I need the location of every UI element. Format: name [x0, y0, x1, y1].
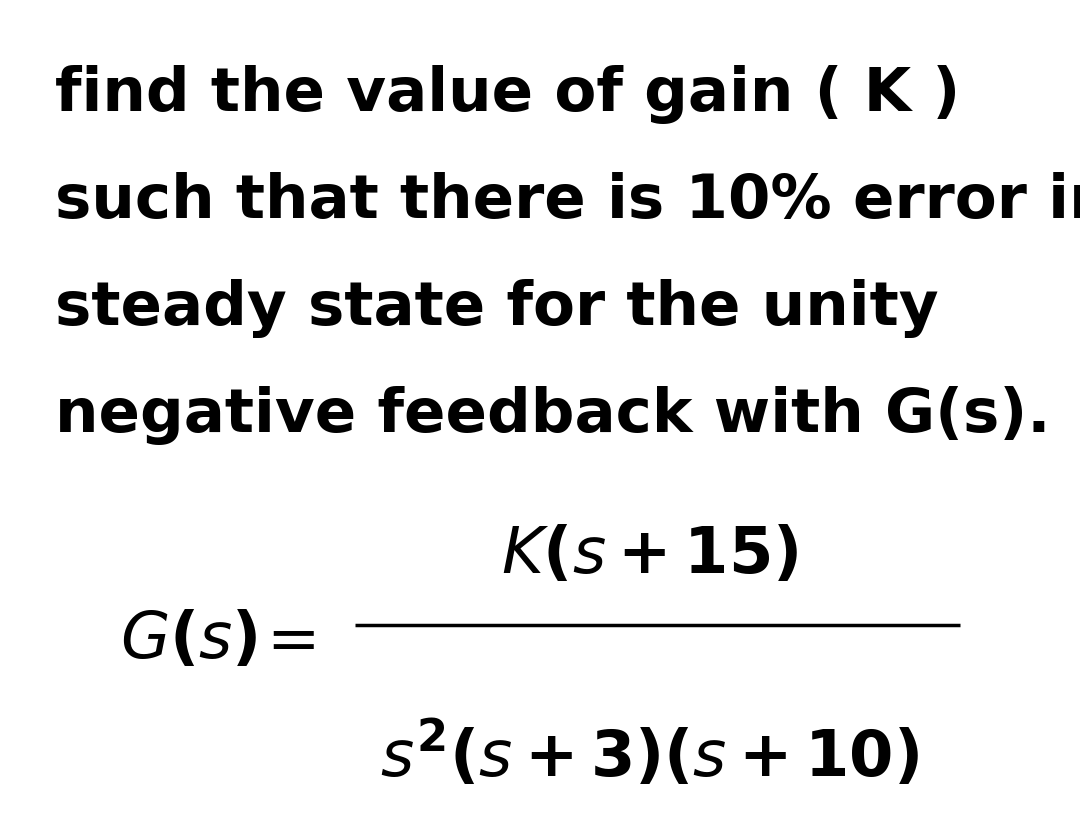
Text: such that there is 10% error in: such that there is 10% error in	[55, 172, 1080, 231]
Text: $\mathbf{\mathit{s}^{2}(\mathit{s}+3)(\mathit{s}+10)}$: $\mathbf{\mathit{s}^{2}(\mathit{s}+3)(\m…	[380, 720, 919, 790]
Text: find the value of gain ( K ): find the value of gain ( K )	[55, 65, 960, 124]
Text: $=$: $=$	[255, 609, 315, 671]
Text: $\mathbf{\mathit{K}(\mathit{s}+15)}$: $\mathbf{\mathit{K}(\mathit{s}+15)}$	[501, 524, 799, 586]
Text: steady state for the unity: steady state for the unity	[55, 279, 939, 338]
Text: negative feedback with G(s).: negative feedback with G(s).	[55, 386, 1051, 445]
Text: $\mathbf{\mathit{G}(\mathit{s})}$: $\mathbf{\mathit{G}(\mathit{s})}$	[120, 609, 258, 671]
